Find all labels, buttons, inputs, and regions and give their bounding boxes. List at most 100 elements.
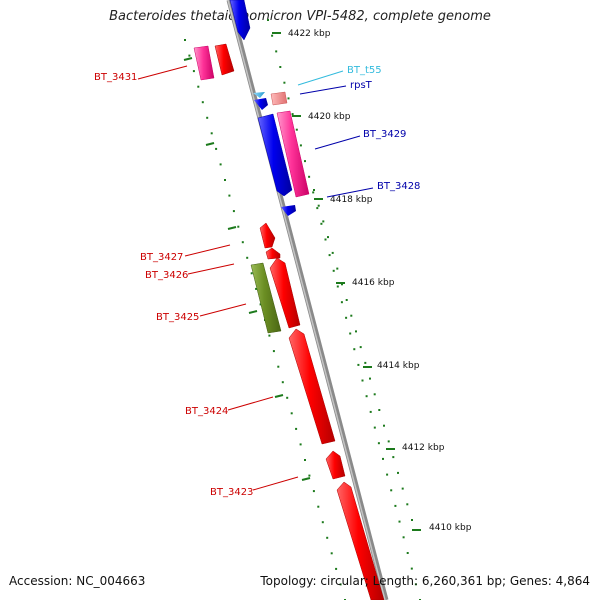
scale-dot: [228, 194, 231, 197]
scale-label: 4410 kbp: [429, 523, 472, 533]
scale-dot: [373, 426, 376, 429]
gene-small-blue-2[interactable]: [281, 205, 296, 216]
scale-dot: [349, 332, 352, 335]
scale-dot: [210, 132, 213, 135]
inner-ticks: [183, 57, 311, 481]
label-bt3425: BT_3425: [156, 312, 199, 323]
label-bt3431: BT_3431: [94, 72, 137, 83]
map-title: Bacteroides thetaiotaomicron VPI-5482, c…: [109, 9, 491, 24]
scale-dot: [316, 207, 319, 210]
scale-dot: [321, 521, 324, 524]
scale-dot: [364, 361, 367, 364]
scale-dot: [359, 346, 362, 349]
scale-dot: [378, 409, 381, 411]
gene-bt3425[interactable]: [250, 262, 282, 334]
scale-dot: [339, 583, 342, 586]
gene-bt3428[interactable]: [276, 110, 310, 198]
scale-dot: [304, 459, 306, 461]
scale-dot: [219, 163, 222, 166]
label-bt3428: BT_3428: [377, 181, 420, 192]
scale-dot: [192, 70, 195, 73]
scale-dot: [206, 116, 209, 119]
scale-dot: [414, 583, 417, 586]
scale-dot: [377, 442, 380, 445]
scale-dot: [402, 536, 405, 539]
scale-dot: [232, 210, 235, 213]
scale-dot: [268, 334, 271, 337]
scale-dot: [299, 144, 302, 147]
scale-dot: [304, 160, 306, 163]
scale-dot: [394, 504, 397, 507]
scale-dot: [241, 241, 244, 244]
scale-label: 4412 kbp: [402, 443, 445, 453]
scale-dot: [350, 314, 353, 317]
accession-text: Accession: NC_004663: [9, 574, 146, 588]
scale-dot: [369, 410, 372, 413]
gene-partial-blue[interactable]: [229, 0, 251, 41]
scale-dot: [369, 377, 371, 380]
scale-tick-4422: 4422 kbp: [272, 29, 331, 39]
scale-dot: [281, 381, 284, 384]
gene-small-blue[interactable]: [254, 98, 268, 110]
scale-dot: [246, 256, 249, 259]
gene-red-a[interactable]: [269, 257, 301, 329]
scale-dot: [331, 251, 334, 254]
scale-dot: [390, 489, 393, 492]
scale-dot: [406, 503, 409, 506]
label-bt3424: BT_3424: [185, 406, 228, 417]
scale-dot: [341, 283, 343, 286]
scale-dot: [317, 204, 320, 207]
gene-bt3424[interactable]: [288, 328, 336, 445]
scale-tick-4416: 4416 kbp: [336, 278, 395, 288]
scale-dot: [295, 427, 298, 430]
scale-dot: [410, 567, 413, 570]
scale-dot: [340, 301, 343, 304]
scale-dot: [215, 147, 218, 150]
scale-dot: [272, 350, 275, 353]
scale-dot: [383, 424, 385, 427]
gene-bt-t55[interactable]: [253, 92, 265, 98]
scale-dot: [317, 505, 320, 508]
scale-tick-4414: 4414 kbp: [363, 361, 420, 371]
gene-bt3429[interactable]: [257, 113, 293, 197]
label-bt3427: BT_3427: [140, 252, 183, 263]
scale-dot: [255, 287, 258, 290]
scale-dot: [290, 412, 293, 415]
gene-red-c[interactable]: [325, 450, 346, 480]
gene-bt3426[interactable]: [265, 247, 281, 260]
scale-dot: [392, 456, 395, 459]
scale-dot: [188, 54, 191, 57]
gene-bt3423[interactable]: [336, 481, 385, 600]
scale-dot: [345, 316, 348, 319]
scale-dot: [373, 393, 376, 396]
label-bt-t55: BT_t55: [347, 65, 382, 76]
scale-label: 4416 kbp: [352, 278, 395, 288]
scale-dot: [345, 299, 348, 301]
scale-dot: [397, 471, 399, 474]
gene-rpst[interactable]: [270, 91, 288, 106]
label-bt3429: BT_3429: [363, 129, 406, 140]
scale-dot: [283, 81, 286, 84]
scale-dot: [308, 175, 311, 178]
scale-dot: [365, 395, 368, 398]
scale-dot: [382, 457, 384, 460]
genome-summary-text: Topology: circular; Length: 6,260,361 bp…: [260, 574, 590, 588]
scale-dot: [332, 269, 335, 272]
scale-dot: [275, 50, 278, 53]
scale-label: 4422 kbp: [288, 29, 331, 39]
scale-dot: [267, 19, 269, 21]
scale-dot: [277, 365, 280, 368]
gene-bt3431-right[interactable]: [214, 43, 235, 76]
scale-tick-4418: 4418 kbp: [314, 195, 373, 205]
scale-dot: [184, 39, 186, 41]
scale-tick-4420: 4420 kbp: [292, 112, 351, 122]
scale-dot: [361, 379, 364, 382]
gene-bt3431-left[interactable]: [193, 45, 215, 81]
scale-dot: [353, 348, 356, 351]
gene-bt3427[interactable]: [259, 222, 276, 249]
scale-tick-4412: 4412 kbp: [386, 443, 445, 453]
scale-dot: [312, 191, 315, 194]
scale-label: 4420 kbp: [308, 112, 351, 122]
scale-dot: [335, 567, 338, 570]
scale-tick-4410: 4410 kbp: [412, 523, 472, 533]
